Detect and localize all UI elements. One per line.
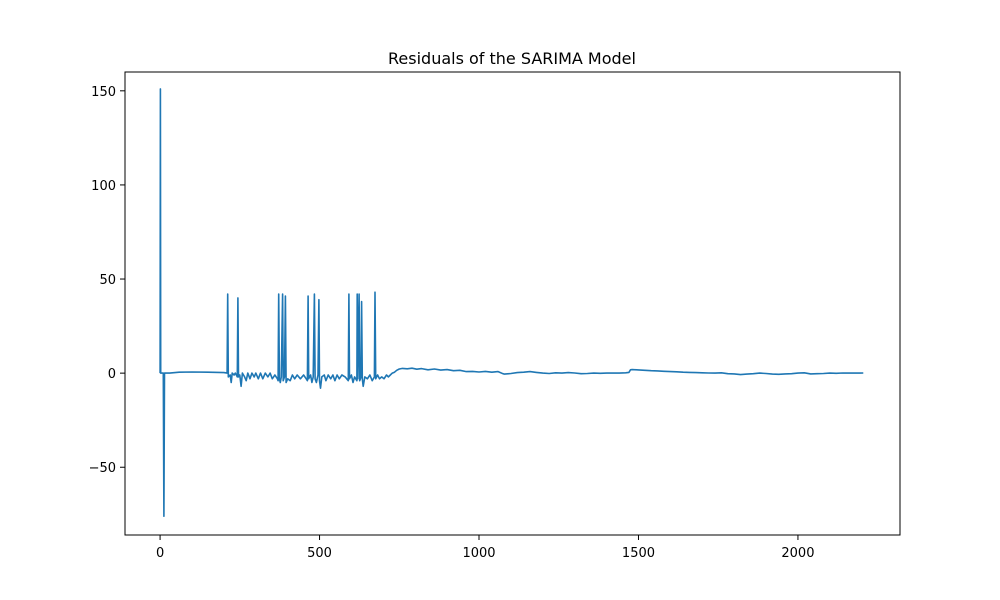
- y-tick-label: 150: [91, 85, 116, 100]
- x-axis: 0 500 1000 1500 2000: [156, 535, 814, 561]
- y-axis: −50 0 50 100 150: [89, 85, 125, 476]
- residuals-series-line: [159, 88, 864, 518]
- plot-area-frame: [124, 71, 901, 536]
- y-tick-label: 50: [99, 273, 116, 288]
- x-tick-label: 2000: [781, 546, 814, 561]
- y-tick-label: 100: [91, 179, 116, 194]
- x-tick-label: 0: [156, 546, 164, 561]
- y-tick-label: 0: [108, 367, 116, 382]
- x-tick-label: 500: [307, 546, 332, 561]
- x-tick-label: 1000: [462, 546, 495, 561]
- chart-title: Residuals of the SARIMA Model: [388, 49, 636, 68]
- x-tick-label: 1500: [622, 546, 655, 561]
- y-tick-label: −50: [89, 461, 116, 476]
